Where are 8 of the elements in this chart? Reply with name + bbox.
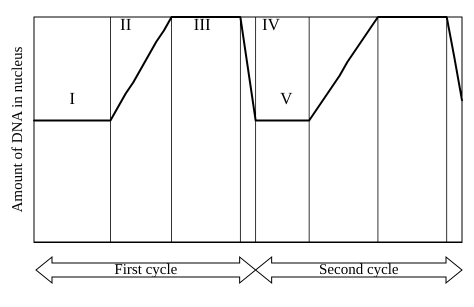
- annotation: V: [280, 89, 294, 108]
- annotation: III: [194, 14, 211, 34]
- text: Second cycle: [319, 262, 399, 278]
- y-axis-title: Amount of DNA in nucleus: [10, 46, 26, 212]
- annotation: I: [69, 89, 76, 108]
- annotation: IV: [262, 14, 281, 34]
- text: First cycle: [114, 262, 178, 278]
- annotation: II: [120, 14, 132, 34]
